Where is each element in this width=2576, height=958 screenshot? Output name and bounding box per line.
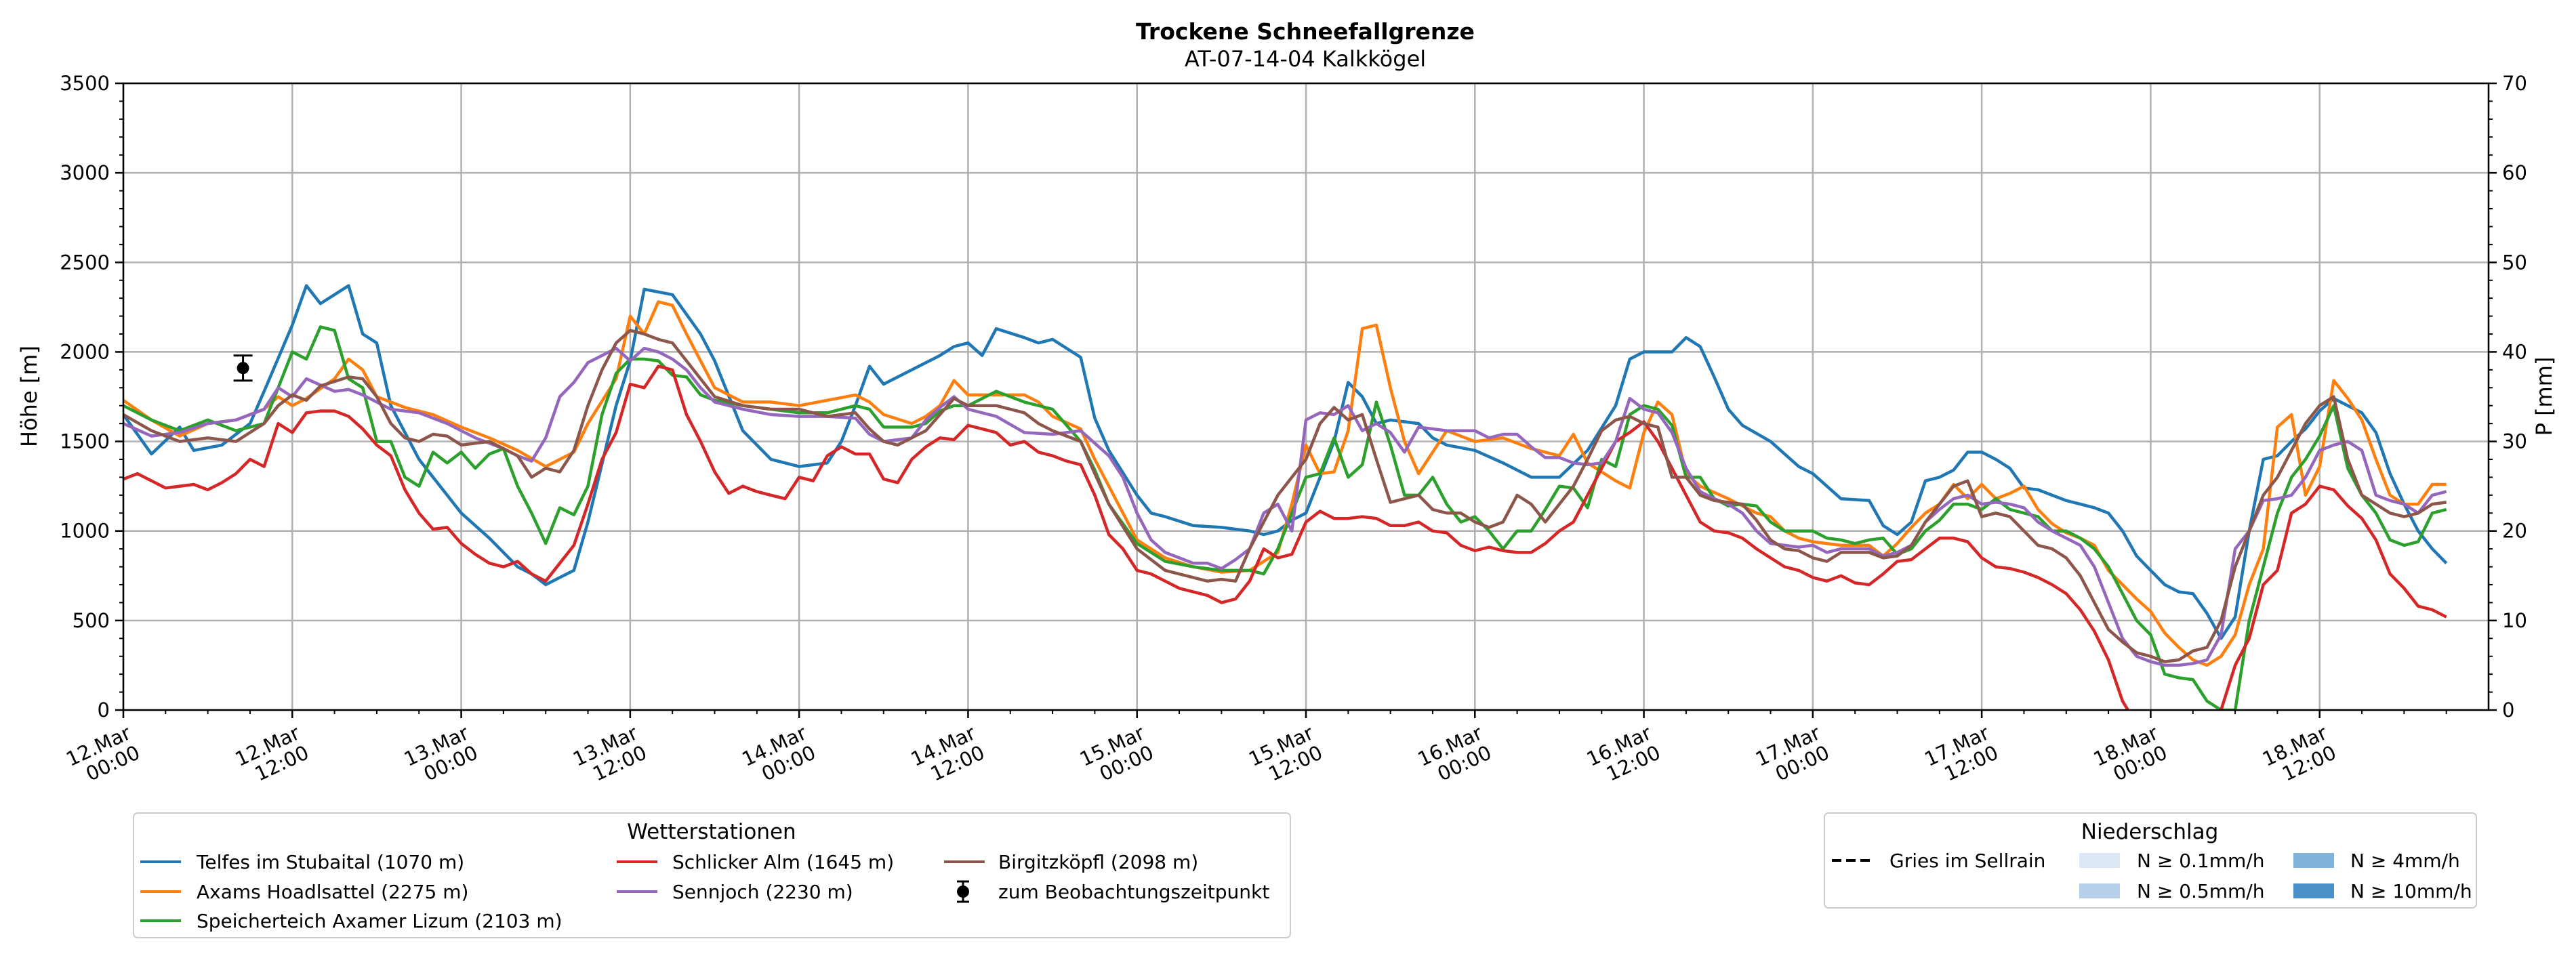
legend-label-n01: N ≥ 0.1mm/h (2137, 850, 2264, 872)
y-tick-label: 3500 (60, 72, 110, 95)
y-tick-label: 2000 (60, 340, 110, 363)
y-tick-label: 500 (73, 609, 110, 632)
y-axis-label: Höhe [m] (16, 346, 42, 447)
y2-tick-label: 10 (2502, 609, 2527, 632)
legend-label-schlicker: Schlicker Alm (1645 m) (672, 851, 894, 873)
series-line-2 (123, 325, 2447, 710)
chart-subtitle: AT-07-14-04 Kalkkögel (1185, 46, 1426, 72)
series-line-3 (123, 365, 2447, 710)
y2-tick-label: 0 (2502, 699, 2514, 722)
y2-tick-label: 20 (2502, 520, 2527, 543)
y-tick-label: 2500 (60, 251, 110, 274)
legend-swatch-n10 (2293, 883, 2334, 898)
legend-label-telfes: Telfes im Stubaital (1070 m) (196, 851, 464, 873)
legend-stations-title: Wetterstationen (627, 820, 796, 844)
legend-label-n10: N ≥ 10mm/h (2350, 880, 2472, 902)
observation-point (237, 362, 249, 375)
legend-swatch-n05 (2079, 883, 2120, 898)
legend-label-gries: Gries im Sellrain (1889, 850, 2045, 872)
y-tick-label: 3000 (60, 161, 110, 184)
legend-label-n05: N ≥ 0.5mm/h (2137, 880, 2264, 902)
legend-label-sennjoch: Sennjoch (2230 m) (672, 881, 853, 903)
legend-label-birgitzkoepfl: Birgitzköpfl (2098 m) (998, 851, 1198, 873)
y-tick-label: 1000 (60, 520, 110, 543)
y2-tick-label: 40 (2502, 340, 2527, 363)
grid (122, 82, 2489, 711)
legend-precipitation: Niederschlag Gries im Sellrain N ≥ 0.1mm… (1824, 812, 2477, 909)
legend-label-axams: Axams Hoadlsattel (2275 m) (197, 881, 468, 903)
series-line-5 (123, 329, 2447, 663)
y2-axis-label: P [mm] (2531, 357, 2557, 436)
y-axis-left: 0 500 1000 1500 2000 2500 3000 3500 (60, 72, 123, 722)
y-axis-right: 0 10 20 30 40 50 60 70 (2489, 72, 2527, 722)
legend-label-observation: zum Beobachtungszeitpunkt (998, 881, 1269, 903)
series-line-1 (123, 300, 2447, 667)
legend-stations: Wetterstationen Telfes im Stubaital (107… (133, 812, 1291, 938)
y-tick-label: 0 (98, 699, 110, 722)
observation-marker (233, 354, 253, 382)
legend-swatch-n4 (2293, 853, 2334, 868)
legend-precip-title: Niederschlag (2081, 820, 2219, 844)
series-line-4 (123, 346, 2447, 667)
y-tick-label: 1500 (60, 430, 110, 453)
legend-swatch-observation (957, 880, 969, 903)
y2-tick-label: 30 (2502, 430, 2527, 453)
legend-label-speicherteich: Speicherteich Axamer Lizum (2103 m) (197, 910, 563, 932)
series-lines (123, 284, 2448, 710)
y2-tick-label: 70 (2502, 72, 2527, 95)
chart-title: Trockene Schneefallgrenze (1136, 18, 1475, 45)
legend-label-n4: N ≥ 4mm/h (2350, 850, 2460, 872)
y2-tick-label: 60 (2502, 161, 2527, 184)
legend-swatch-n01 (2079, 853, 2120, 868)
y2-tick-label: 50 (2502, 251, 2527, 274)
